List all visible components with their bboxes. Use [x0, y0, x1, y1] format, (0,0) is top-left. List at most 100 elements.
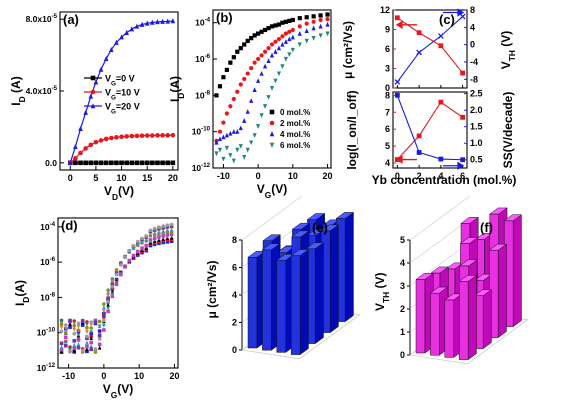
data-point [106, 299, 110, 304]
data-point [85, 347, 89, 352]
data-point [102, 318, 106, 323]
legend-marker [269, 142, 275, 148]
data-point [103, 160, 109, 166]
bar-front [262, 249, 272, 351]
y-axis-label: ID(A) [168, 76, 186, 102]
data-point [228, 60, 233, 65]
data-point [325, 21, 330, 27]
data-point [290, 34, 295, 40]
data-point [119, 263, 123, 267]
panel-a: 0 5 10 15 20 0.0 4.0x10-5 8.0x10-5 VG=0 VVG=10 V… [9, 11, 179, 202]
data-point [231, 129, 236, 134]
right-axis-arrow [443, 8, 465, 17]
data-point [106, 309, 110, 314]
bar-side [329, 224, 339, 334]
data-point [224, 67, 229, 73]
data-point [89, 330, 93, 335]
bar-top [261, 243, 281, 251]
data-point [72, 321, 77, 326]
data-point [273, 49, 278, 54]
data-point [259, 113, 264, 118]
series-line [396, 95, 463, 161]
y-tick-label: 8.0x10-5 [26, 13, 58, 24]
data-point [72, 327, 77, 332]
data-point [165, 233, 170, 237]
data-point [276, 71, 282, 77]
data-point [221, 120, 226, 125]
bar [473, 289, 493, 350]
x-tick-label: 10 [134, 371, 144, 381]
data-point [72, 342, 77, 347]
legend-marker [90, 103, 96, 109]
data-point [76, 332, 81, 337]
data-point [148, 238, 153, 242]
data-point-stroke [438, 33, 444, 39]
data-point [119, 160, 124, 166]
data-point [249, 66, 254, 71]
data-point [297, 31, 302, 36]
data-point [290, 27, 295, 33]
data-point [76, 345, 81, 350]
data-point [311, 36, 316, 41]
panel-label: (f) [480, 220, 493, 235]
data-point [304, 28, 309, 33]
data-point [459, 13, 466, 20]
data-point [80, 348, 85, 353]
left-axis-arrow [395, 20, 417, 29]
bar-top [430, 266, 450, 274]
data-point [280, 34, 285, 39]
data-point [165, 133, 171, 138]
data-point [63, 343, 68, 348]
data-point [83, 160, 88, 166]
data-point [78, 125, 83, 132]
data-point [102, 309, 106, 314]
data-point [259, 29, 264, 34]
data-point [231, 96, 236, 102]
data-point [266, 26, 271, 31]
bar-front [415, 279, 426, 354]
data-point [245, 71, 250, 76]
data-point [106, 293, 110, 298]
data-point [325, 31, 330, 37]
data-point [217, 136, 223, 142]
data-point [318, 13, 323, 18]
legend-marker [269, 131, 275, 137]
data-point [280, 20, 285, 25]
data-point [72, 323, 77, 328]
data-point [110, 292, 115, 297]
bar-top [320, 224, 340, 232]
data-point [110, 280, 115, 285]
panel-label: (e) [312, 220, 328, 235]
y-tick-label: 10-8 [40, 291, 56, 302]
bar-top [306, 213, 326, 220]
data-point [85, 334, 89, 339]
bar-side [314, 242, 324, 345]
y-tick-label: 10-4 [40, 221, 56, 232]
data-point [280, 41, 285, 47]
data-point [318, 33, 323, 39]
data-point [228, 130, 233, 136]
data-point [85, 349, 89, 354]
data-point [311, 14, 316, 19]
data-point [85, 322, 89, 327]
data-point [106, 296, 110, 301]
data-point [102, 328, 106, 332]
data-point [235, 129, 240, 134]
data-point [249, 98, 254, 103]
data-point [134, 23, 140, 29]
data-point [114, 282, 119, 287]
data-point [102, 305, 106, 310]
data-point [102, 311, 106, 316]
y-tick-label: 10-6 [40, 256, 56, 267]
data-point [129, 133, 135, 139]
data-point [438, 43, 444, 49]
data-point [394, 79, 401, 85]
data-point [160, 18, 165, 24]
bar-side [344, 211, 354, 323]
data-point [460, 114, 466, 120]
data-point [245, 38, 250, 43]
data-point [276, 22, 282, 27]
data-point [97, 333, 102, 338]
x-tick-label: -10 [217, 171, 230, 181]
x-tick-label: 4 [438, 171, 443, 181]
